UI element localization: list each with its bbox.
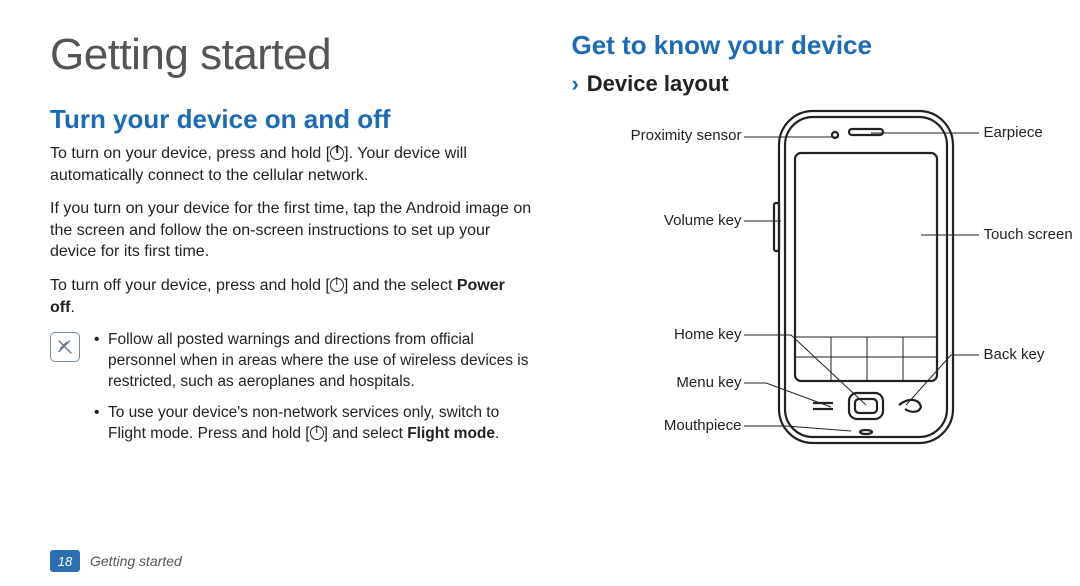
para1-text-a: To turn on your device, press and hold [: [50, 145, 330, 162]
note-item-warnings: Follow all posted warnings and direction…: [94, 330, 531, 393]
note2-c: .: [495, 425, 499, 442]
label-earpiece: Earpiece: [983, 124, 1042, 141]
section-heading-turn-on-off: Turn your device on and off: [50, 104, 531, 135]
power-icon: [310, 426, 324, 440]
note-icon: [50, 332, 80, 362]
label-mouthpiece: Mouthpiece: [571, 417, 741, 434]
subsection-heading-layout: Device layout: [587, 71, 729, 97]
note-item-flight-mode: To use your device's non-network service…: [94, 403, 531, 445]
para-turn-off: To turn off your device, press and hold …: [50, 275, 531, 318]
label-home-key: Home key: [571, 326, 741, 343]
power-icon: [330, 146, 344, 160]
label-back-key: Back key: [983, 346, 1044, 363]
note-list: Follow all posted warnings and direction…: [94, 330, 531, 455]
para-turn-on: To turn on your device, press and hold […: [50, 143, 531, 186]
para3-text-c: .: [70, 299, 74, 316]
page-number-badge: 18: [50, 550, 80, 572]
device-layout-diagram: Proximity sensor Volume key Home key Men…: [571, 107, 1030, 467]
subsection-row: › Device layout: [571, 71, 1030, 97]
para3-text-a: To turn off your device, press and hold …: [50, 277, 330, 294]
label-touch-screen: Touch screen: [983, 226, 1072, 243]
label-menu-key: Menu key: [571, 374, 741, 391]
page-title: Getting started: [50, 30, 531, 80]
right-column: Get to know your device › Device layout: [571, 30, 1030, 530]
para-first-time: If you turn on your device for the first…: [50, 198, 531, 263]
power-icon: [330, 278, 344, 292]
label-proximity-sensor: Proximity sensor: [571, 127, 741, 144]
chevron-icon: ›: [571, 71, 578, 97]
left-column: Getting started Turn your device on and …: [50, 30, 531, 530]
note-box: Follow all posted warnings and direction…: [50, 330, 531, 455]
phone-svg: [771, 107, 961, 447]
note2-bold: Flight mode: [407, 425, 495, 442]
page-footer: 18 Getting started: [50, 550, 182, 572]
para3-text-b: ] and the select: [344, 277, 457, 294]
label-volume-key: Volume key: [571, 212, 741, 229]
section-heading-know-device: Get to know your device: [571, 30, 1030, 61]
note2-b: ] and select: [324, 425, 408, 442]
footer-section-label: Getting started: [90, 553, 182, 569]
phone-illustration: [771, 107, 961, 447]
